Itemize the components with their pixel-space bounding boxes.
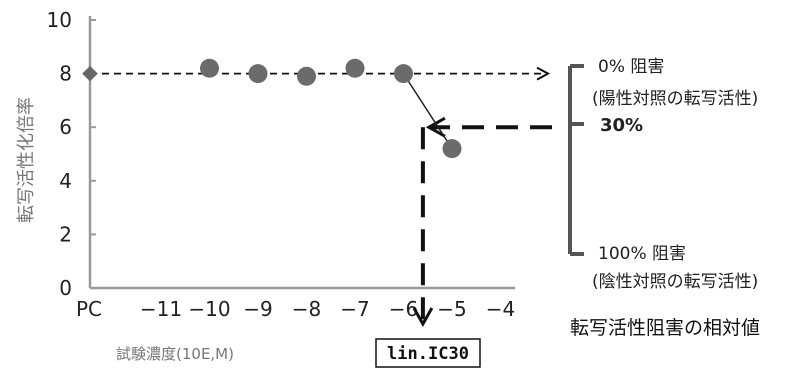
ic30-label: lin.IC30 xyxy=(387,344,469,364)
x-tick-label: −9 xyxy=(243,297,272,321)
data-point xyxy=(297,66,316,86)
ic30-box: lin.IC30 xyxy=(375,338,481,368)
data-point xyxy=(345,58,365,78)
axes: 0 2 4 6 8 10 PC −11 −10 −9 −8 −7 −6 −5 −4 xyxy=(47,8,516,321)
y-tick-label: 0 xyxy=(59,276,72,300)
negative-control-note: (陰性対照の転写活性) xyxy=(592,272,758,292)
y-tick-label: 4 xyxy=(59,169,72,193)
x-tick-label: −6 xyxy=(389,297,418,321)
x-tick-label: −11 xyxy=(140,297,182,321)
x-tick-label: −7 xyxy=(340,297,369,321)
data-point xyxy=(248,64,268,84)
inhibition-bracket xyxy=(568,64,584,256)
full-inhibition-label: 100% 阻害 xyxy=(598,244,686,264)
x-tick-label: −5 xyxy=(437,297,466,321)
x-axis-label: 試験濃度(10E,M) xyxy=(116,345,234,363)
data-point xyxy=(394,64,413,84)
data-point xyxy=(200,58,219,78)
y-tick-label: 10 xyxy=(47,8,72,32)
positive-control-note: (陽性対照の転写活性) xyxy=(592,89,758,109)
x-tick-label: −10 xyxy=(188,297,230,321)
x-tick-label: −4 xyxy=(486,297,515,321)
data-point xyxy=(442,139,462,159)
x-ticks: PC −11 −10 −9 −8 −7 −6 −5 −4 xyxy=(76,297,515,321)
interpolation-line xyxy=(402,73,453,150)
footer-label: 転写活性阻害の相対値 xyxy=(570,317,760,339)
y-ticks: 0 2 4 6 8 10 xyxy=(47,8,96,300)
thirty-percent-label: 30% xyxy=(600,115,643,136)
x-tick-label: −8 xyxy=(292,297,321,321)
zero-inhibition-label: 0% 阻害 xyxy=(598,57,664,77)
y-tick-label: 2 xyxy=(59,222,72,246)
y-axis-label: 転写活性化倍率 xyxy=(16,97,37,223)
y-tick-label: 8 xyxy=(59,62,72,86)
y-tick-label: 6 xyxy=(59,115,72,139)
x-tick-label: PC xyxy=(76,297,102,321)
positive-control-marker xyxy=(82,65,98,82)
data-points xyxy=(82,58,462,159)
